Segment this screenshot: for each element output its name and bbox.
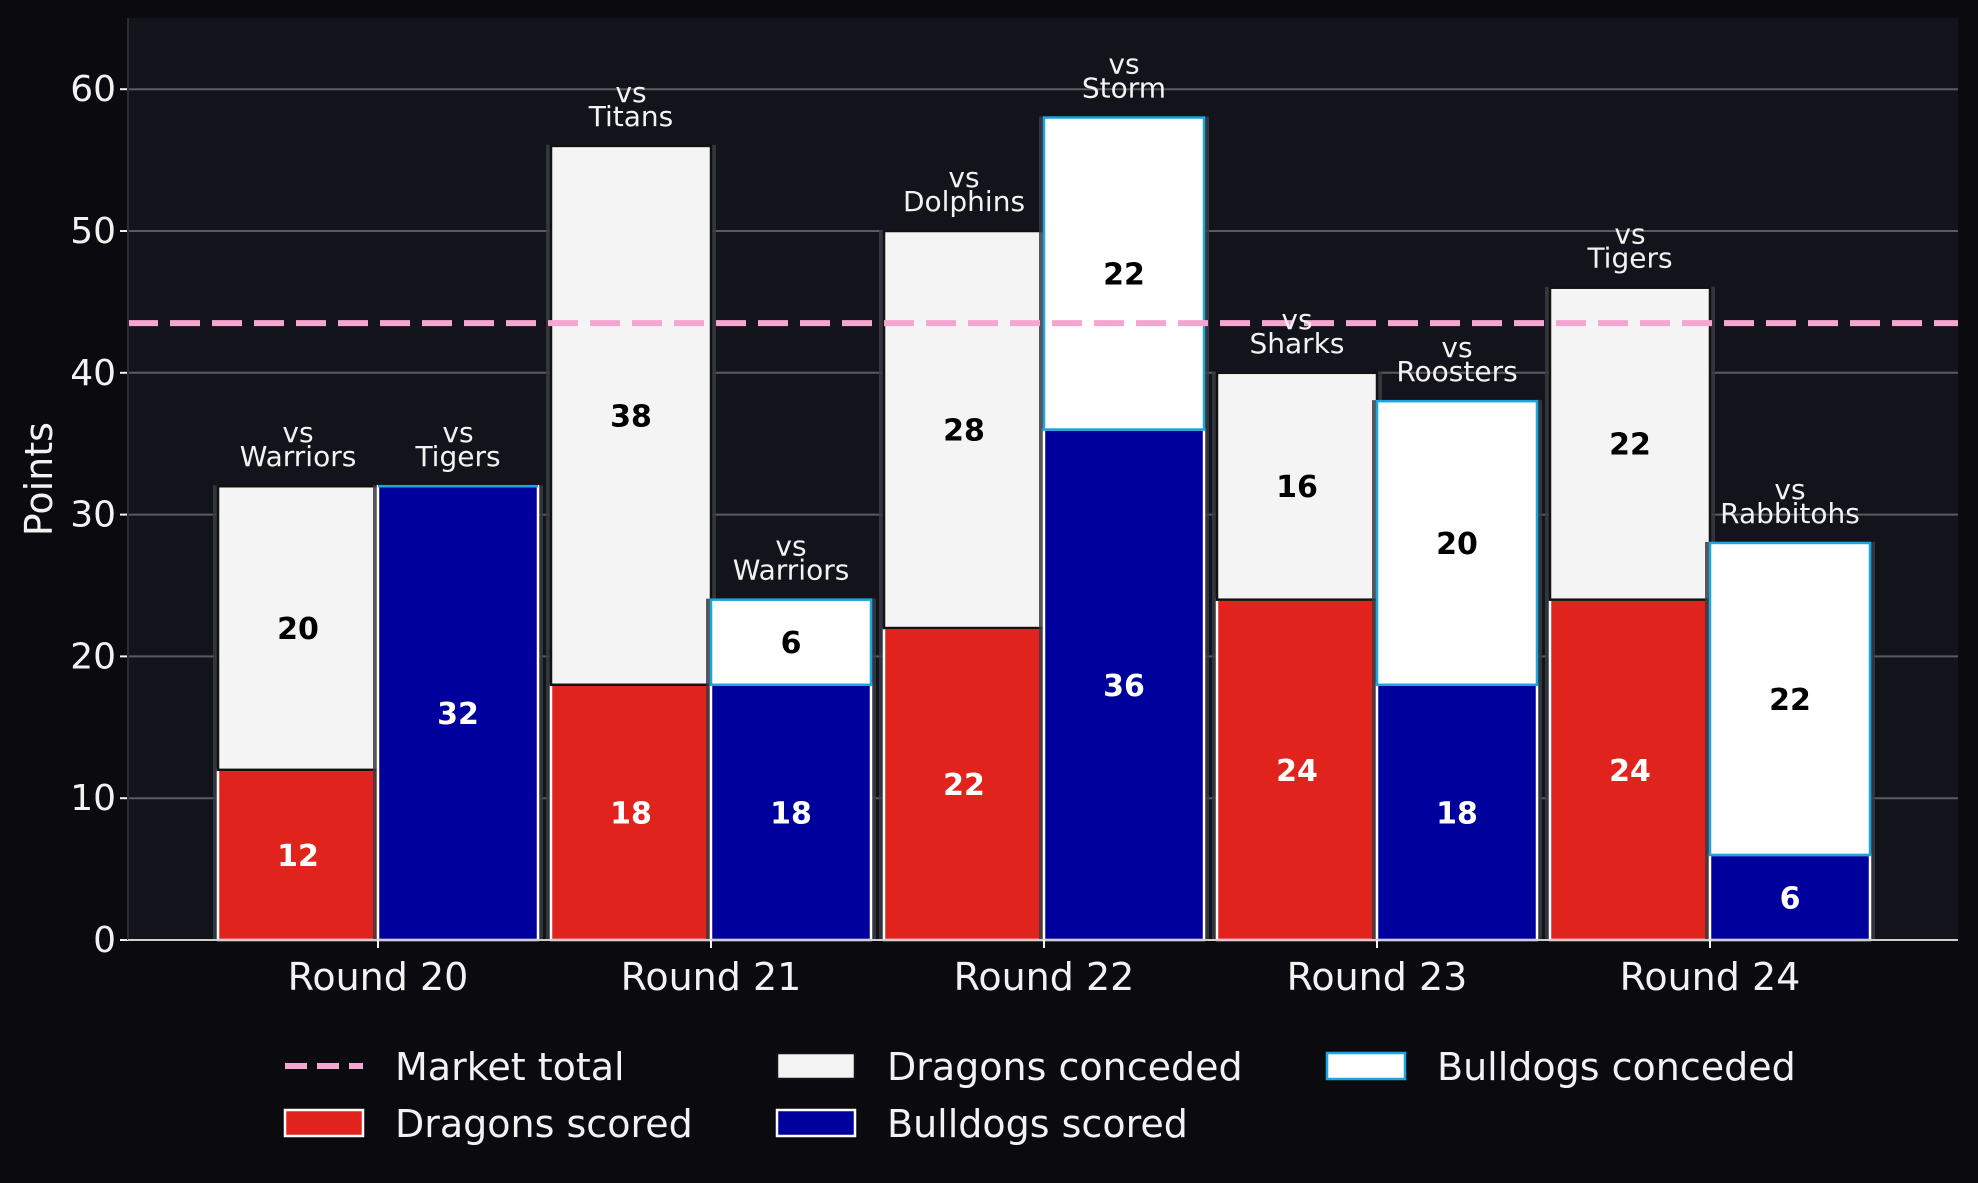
- bar-bulldogs-conceded: [1042, 116, 1206, 431]
- opponent-label-prefix: vs: [615, 76, 646, 109]
- legend-swatch: [775, 1108, 857, 1138]
- data-label: 22: [1103, 258, 1145, 293]
- bar-dragons-conceded: [1215, 371, 1379, 601]
- data-label: 22: [1769, 683, 1811, 718]
- legend: Market total Dragons scored Dragons conced…: [283, 1045, 1796, 1146]
- y-tick-label: 30: [70, 495, 116, 536]
- x-tick-label: Round 24: [1620, 955, 1801, 999]
- bar-dragons-scored: [1548, 598, 1712, 942]
- opponent-label-prefix: vs: [1441, 331, 1472, 364]
- y-axis-label: Points: [17, 422, 61, 536]
- bar-bulldogs-scored: [1375, 683, 1539, 942]
- data-label: 6: [1780, 881, 1801, 916]
- data-label: 24: [1276, 754, 1318, 789]
- axes: 0 10 20 30 40 50 60 Points Round 20 Round 21 Round…: [17, 18, 1958, 999]
- data-label: 18: [610, 796, 652, 831]
- y-tick-label: 20: [70, 636, 116, 677]
- opponent-label-name: Rabbitohs: [1720, 497, 1860, 530]
- data-label: 18: [1436, 796, 1478, 831]
- data-label: 38: [610, 399, 652, 434]
- opponent-label-prefix: vs: [282, 416, 313, 449]
- opponent-label-prefix: vs: [948, 161, 979, 194]
- bar-dragons-conceded: [549, 144, 713, 687]
- legend-label: Dragons scored: [395, 1102, 693, 1146]
- data-label: 20: [277, 612, 319, 647]
- y-tick-label: 0: [93, 920, 116, 961]
- bar-dragons-scored: [882, 626, 1046, 942]
- y-tick-label: 60: [70, 69, 116, 110]
- data-label: 16: [1276, 470, 1318, 505]
- opponent-label-prefix: vs: [775, 530, 806, 563]
- data-label: 22: [1609, 428, 1651, 463]
- bar-bulldogs-conceded: [1375, 399, 1539, 687]
- legend-swatch: [283, 1108, 365, 1138]
- legend-label: Dragons conceded: [887, 1045, 1243, 1089]
- data-label: 28: [943, 414, 985, 449]
- opponent-label-name: Tigers: [414, 440, 500, 473]
- opponent-label-prefix: vs: [1614, 218, 1645, 251]
- bar-dragons-scored: [216, 768, 380, 942]
- labels: 1220vsWarriors32vsTigers1838vsTitans186v…: [240, 48, 1860, 917]
- opponent-label-prefix: vs: [1774, 473, 1805, 506]
- opponent-label-name: Tigers: [1586, 242, 1672, 275]
- legend-label: Market total: [395, 1045, 625, 1089]
- opponent-label-name: Warriors: [240, 440, 357, 473]
- bar-bulldogs-conceded: [1708, 541, 1872, 857]
- bar-dragons-conceded: [1548, 286, 1712, 601]
- legend-label: Bulldogs conceded: [1437, 1045, 1796, 1089]
- bar-bulldogs-scored: [1708, 853, 1872, 942]
- x-tick-label: Round 23: [1287, 955, 1468, 999]
- opponent-label-name: Dolphins: [903, 185, 1025, 218]
- data-label: 22: [943, 768, 985, 803]
- data-label: 12: [277, 839, 319, 874]
- data-label: 24: [1609, 754, 1651, 789]
- bar-bulldogs-scored: [1042, 428, 1206, 942]
- opponent-label-name: Roosters: [1396, 355, 1517, 388]
- opponent-label-prefix: vs: [442, 416, 473, 449]
- data-label: 32: [437, 697, 479, 732]
- data-label: 36: [1103, 669, 1145, 704]
- x-tick-label: Round 21: [621, 955, 802, 999]
- bar-dragons-conceded: [882, 229, 1046, 630]
- data-label: 20: [1436, 527, 1478, 562]
- bars: [213, 116, 1875, 942]
- bar-bulldogs-conceded: [709, 598, 873, 687]
- opponent-label-name: Warriors: [733, 554, 850, 587]
- opponent-label-name: Sharks: [1250, 327, 1345, 360]
- legend-swatch: [775, 1051, 857, 1081]
- legend-swatch: [1325, 1051, 1407, 1081]
- y-tick-label: 10: [70, 778, 116, 819]
- x-tick-label: Round 22: [954, 955, 1135, 999]
- x-tick-label: Round 20: [288, 955, 469, 999]
- data-label: 6: [781, 626, 802, 661]
- opponent-label-prefix: vs: [1108, 48, 1139, 81]
- opponent-label-name: Titans: [588, 100, 674, 133]
- bar-dragons-scored: [1215, 598, 1379, 942]
- opponent-label-name: Storm: [1082, 72, 1166, 105]
- y-tick-label: 40: [70, 353, 116, 394]
- legend-label: Bulldogs scored: [887, 1102, 1188, 1146]
- opponent-label-prefix: vs: [1281, 303, 1312, 336]
- y-tick-label: 50: [70, 211, 116, 252]
- data-label: 18: [770, 796, 812, 831]
